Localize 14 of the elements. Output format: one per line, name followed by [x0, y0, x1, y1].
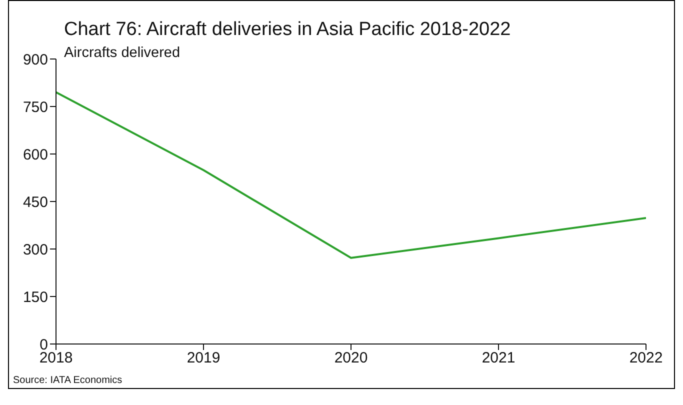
line-series [56, 91, 646, 259]
x-tick-label: 2019 [186, 350, 220, 367]
source-note: Source: IATA Economics [13, 375, 122, 386]
chart-title: Chart 76: Aircraft deliveries in Asia Pacific 2018-2022 [64, 19, 511, 41]
y-tick-label: 600 [22, 146, 48, 164]
y-tick-label: 900 [22, 51, 48, 68]
y-tick-label: 450 [22, 194, 48, 211]
y-tick-label: 300 [22, 241, 48, 258]
x-tick-label: 2022 [629, 350, 663, 367]
x-tick-label: 2020 [334, 350, 368, 367]
y-tick-label: 150 [22, 288, 48, 306]
y-axis-title: Aircrafts delivered [64, 45, 180, 61]
x-tick-label: 2021 [482, 350, 516, 367]
y-tick-label: 750 [22, 98, 48, 116]
